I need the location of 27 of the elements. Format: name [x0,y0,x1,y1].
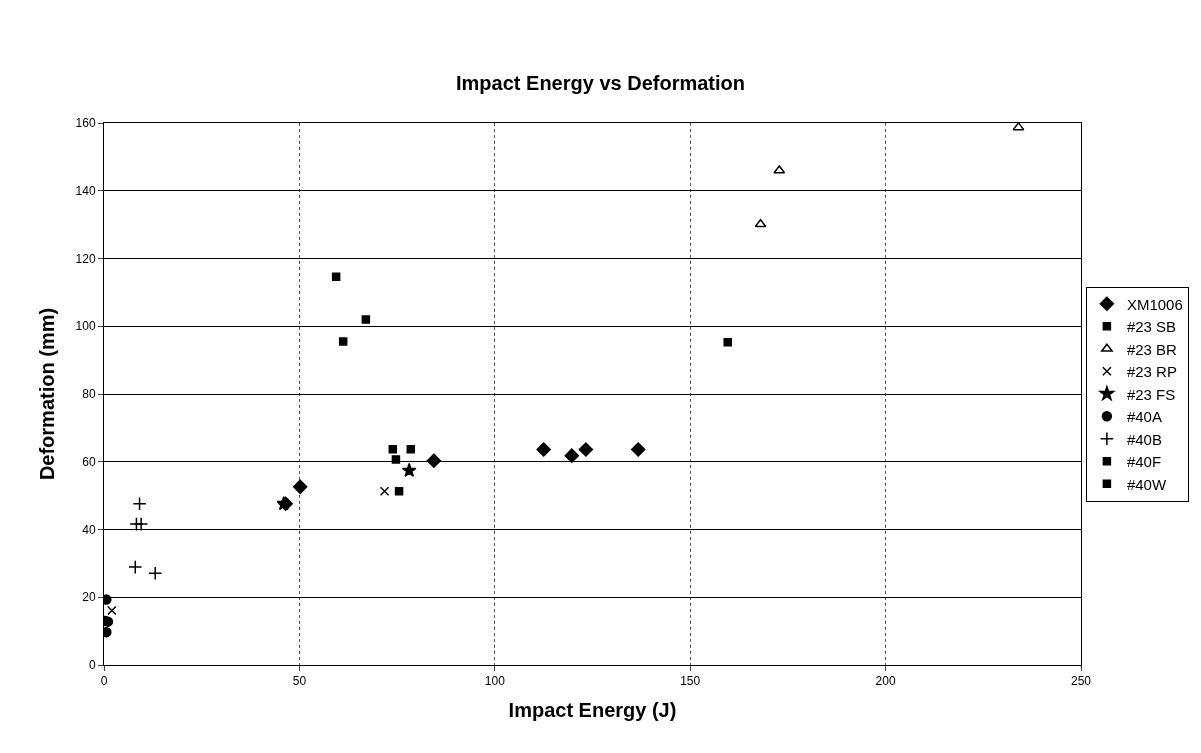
legend-label: #40B [1126,430,1162,448]
legend-label: #23 FS [1126,385,1176,403]
x-tick-label: 50 [292,674,307,689]
y-tick-label: 140 [75,183,96,198]
x-tick-label: 0 [100,674,108,689]
legend-label: #23 BR [1126,340,1178,358]
y-tick-label: 40 [82,522,96,537]
legend-label: #40A [1126,408,1162,426]
y-tick-label: 20 [82,590,96,605]
legend-label: #40F [1126,453,1162,471]
legend-label: #40W [1126,475,1167,493]
y-tick-label: 60 [82,454,96,469]
chart-title: Impact Energy vs Deformation [456,71,745,94]
y-tick-label: 0 [88,658,96,673]
legend-label: #23 RP [1126,363,1177,381]
y-axis-title: Deformation (mm) [36,307,59,481]
x-tick-label: 250 [1070,674,1092,689]
legend-label: #23 SB [1126,318,1177,336]
legend-label: XM1006 [1126,295,1183,313]
x-tick-label: 200 [875,674,896,689]
x-axis-title: Impact Energy (J) [508,698,677,721]
y-tick-label: 100 [75,319,96,334]
x-tick-label: 100 [484,674,506,689]
x-tick-label: 150 [680,674,701,689]
y-tick-label: 160 [75,116,96,131]
y-tick-label: 120 [75,251,96,266]
y-tick-label: 80 [82,387,96,402]
